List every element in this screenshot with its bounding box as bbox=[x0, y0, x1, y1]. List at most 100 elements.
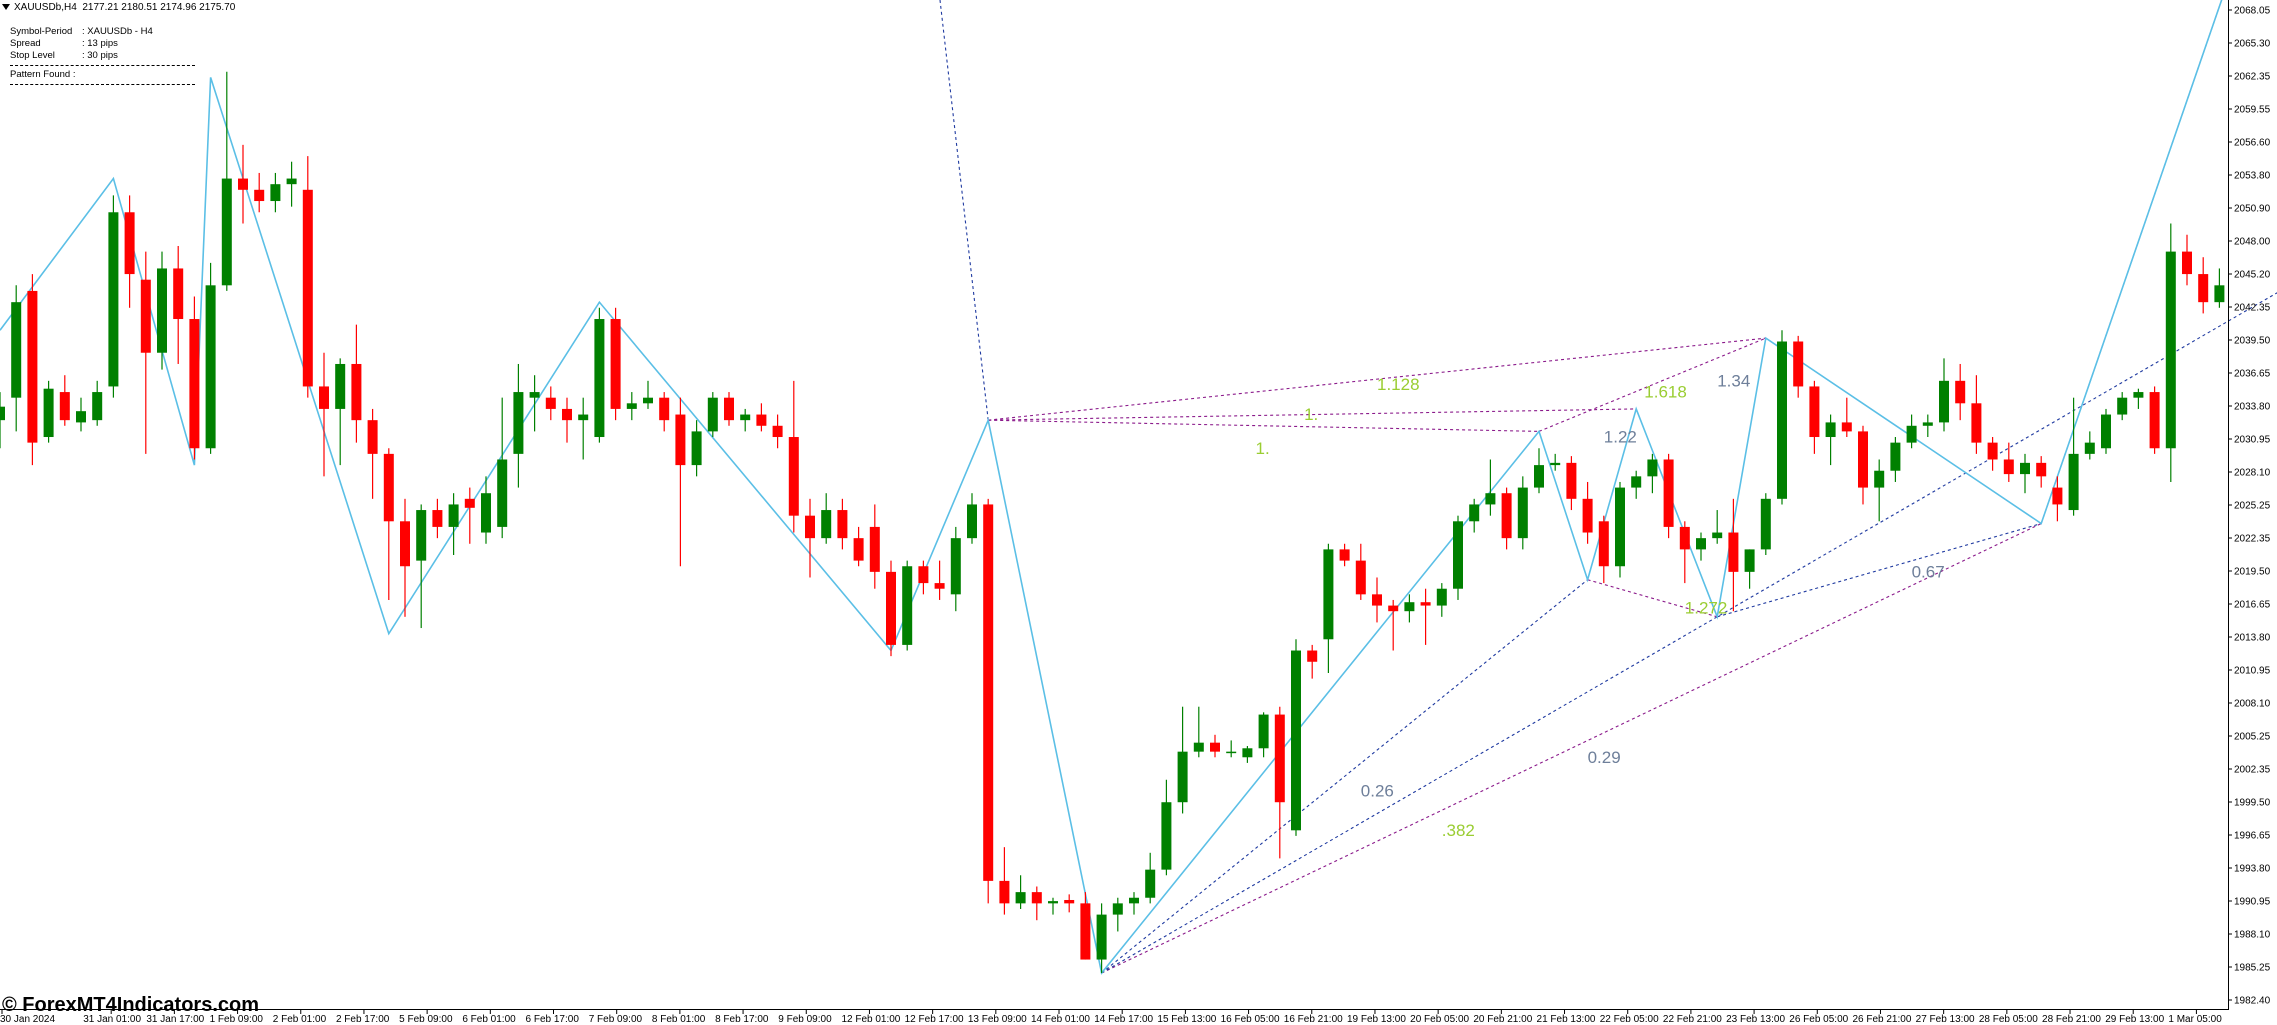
info-key: Symbol-Period bbox=[10, 26, 73, 37]
candle-body bbox=[76, 411, 86, 423]
candle-body bbox=[319, 386, 329, 409]
candle bbox=[1841, 397, 1852, 438]
candle bbox=[1048, 897, 1058, 915]
candle bbox=[1728, 498, 1739, 612]
price-tick-label: 1990.95 bbox=[2234, 897, 2271, 908]
ohlc-values: 2177.21 2180.51 2174.96 2175.70 bbox=[82, 2, 236, 13]
candle bbox=[1307, 644, 1318, 679]
fib-line bbox=[1717, 523, 2042, 618]
candle bbox=[1550, 453, 1561, 471]
candle bbox=[1663, 453, 1674, 539]
fib-labels: 1.128 1. 1. 1.22 1.618 1.34 1.272 0.67 0.29 0.26.… bbox=[1256, 371, 1945, 839]
time-tick-label: 2 Feb 17:00 bbox=[336, 1014, 390, 1025]
candle bbox=[772, 414, 783, 449]
candle-body bbox=[1242, 748, 1253, 758]
candle bbox=[950, 526, 961, 612]
time-tick-label: 21 Feb 13:00 bbox=[1537, 1014, 1596, 1025]
candle bbox=[2133, 388, 2144, 409]
candle-body bbox=[1777, 341, 1787, 499]
candle bbox=[1291, 639, 1301, 836]
candle bbox=[464, 487, 475, 544]
candle bbox=[2198, 257, 2209, 314]
candle-body bbox=[691, 431, 702, 466]
dropdown-triangle-icon[interactable] bbox=[2, 4, 10, 11]
candle bbox=[2036, 456, 2047, 488]
candle-body bbox=[1809, 386, 1820, 438]
candle bbox=[2117, 392, 2128, 421]
symbol-label: XAUUSDb,H4 bbox=[14, 2, 77, 13]
candle bbox=[1210, 734, 1220, 758]
candle-body bbox=[1031, 892, 1042, 904]
time-tick-label: 28 Feb 21:00 bbox=[2042, 1014, 2101, 1025]
candle bbox=[1922, 414, 1933, 438]
candle bbox=[643, 380, 653, 409]
candle bbox=[1809, 380, 1820, 454]
candle bbox=[76, 397, 86, 432]
candle-body bbox=[2165, 251, 2176, 449]
fib-line bbox=[939, 0, 989, 421]
price-tick-label: 1988.10 bbox=[2234, 930, 2271, 941]
candle-body bbox=[254, 189, 265, 202]
candle bbox=[189, 296, 200, 460]
candle-body bbox=[124, 212, 135, 275]
candle-body bbox=[1404, 602, 1415, 612]
fib-line bbox=[988, 408, 1637, 421]
candle bbox=[788, 380, 799, 533]
candle bbox=[578, 397, 589, 460]
candle bbox=[286, 161, 297, 207]
candle-body bbox=[1517, 487, 1528, 539]
candle-body bbox=[675, 414, 686, 466]
time-tick-label: 26 Feb 21:00 bbox=[1852, 1014, 1911, 1025]
candle-body bbox=[610, 319, 621, 409]
candle bbox=[1955, 363, 1966, 421]
time-tick-label: 1 Feb 09:00 bbox=[210, 1014, 264, 1025]
candle bbox=[805, 498, 815, 578]
candle-body bbox=[999, 880, 1010, 904]
candle-body bbox=[1339, 549, 1350, 561]
candle-body bbox=[1647, 459, 1658, 477]
candle bbox=[610, 307, 621, 421]
fib-ratio-label: 1.618 bbox=[1644, 383, 1687, 402]
info-key: Spread bbox=[10, 38, 41, 49]
candle-body bbox=[416, 510, 427, 561]
info-value: : 30 pips bbox=[82, 50, 118, 61]
chart-header: XAUUSDb,H4 2177.21 2180.51 2174.96 2175.… bbox=[2, 2, 235, 13]
candle bbox=[837, 498, 848, 550]
candle bbox=[1858, 425, 1868, 505]
price-axis[interactable]: 2068.05 2065.30 2062.35 2059.55 2056.60 2053.… bbox=[2228, 6, 2271, 1007]
candle-body bbox=[1631, 476, 1642, 488]
candle-body bbox=[578, 414, 589, 421]
candle-body bbox=[1987, 442, 1998, 460]
candle bbox=[1825, 414, 1836, 466]
fib-line bbox=[1587, 579, 1718, 618]
candle bbox=[302, 156, 313, 398]
candle bbox=[1890, 437, 1901, 482]
candle bbox=[2214, 268, 2225, 308]
candle bbox=[659, 392, 670, 432]
candle bbox=[1793, 335, 1804, 398]
candle bbox=[1615, 481, 1625, 578]
candle-body bbox=[400, 521, 410, 567]
candle bbox=[529, 375, 540, 432]
price-tick-label: 2022.35 bbox=[2234, 534, 2271, 545]
candle bbox=[1339, 543, 1350, 567]
price-tick-label: 2045.20 bbox=[2234, 270, 2271, 281]
candle bbox=[92, 380, 103, 426]
time-axis[interactable]: 30 Jan 2024 31 Jan 01:00 31 Jan 17:00 1 Feb… bbox=[0, 1010, 2222, 1025]
candle bbox=[1258, 712, 1269, 758]
time-tick-label: 2 Feb 01:00 bbox=[273, 1014, 327, 1025]
candle bbox=[481, 476, 491, 544]
candle-body bbox=[1129, 897, 1139, 904]
candle bbox=[400, 498, 410, 617]
candle-body bbox=[351, 363, 362, 421]
candle-body bbox=[562, 408, 572, 421]
indicator-info-panel: Symbol-Period: XAUUSDb - H4 Spread: 13 p… bbox=[10, 26, 195, 88]
price-tick-label: 1982.40 bbox=[2234, 996, 2271, 1007]
candle-body bbox=[2068, 453, 2079, 511]
time-tick-label: 15 Feb 13:00 bbox=[1157, 1014, 1216, 1025]
candle-body bbox=[27, 290, 38, 443]
pattern-value: : bbox=[72, 69, 76, 80]
candle-body bbox=[1501, 493, 1512, 539]
price-tick-label: 2050.90 bbox=[2234, 204, 2271, 215]
